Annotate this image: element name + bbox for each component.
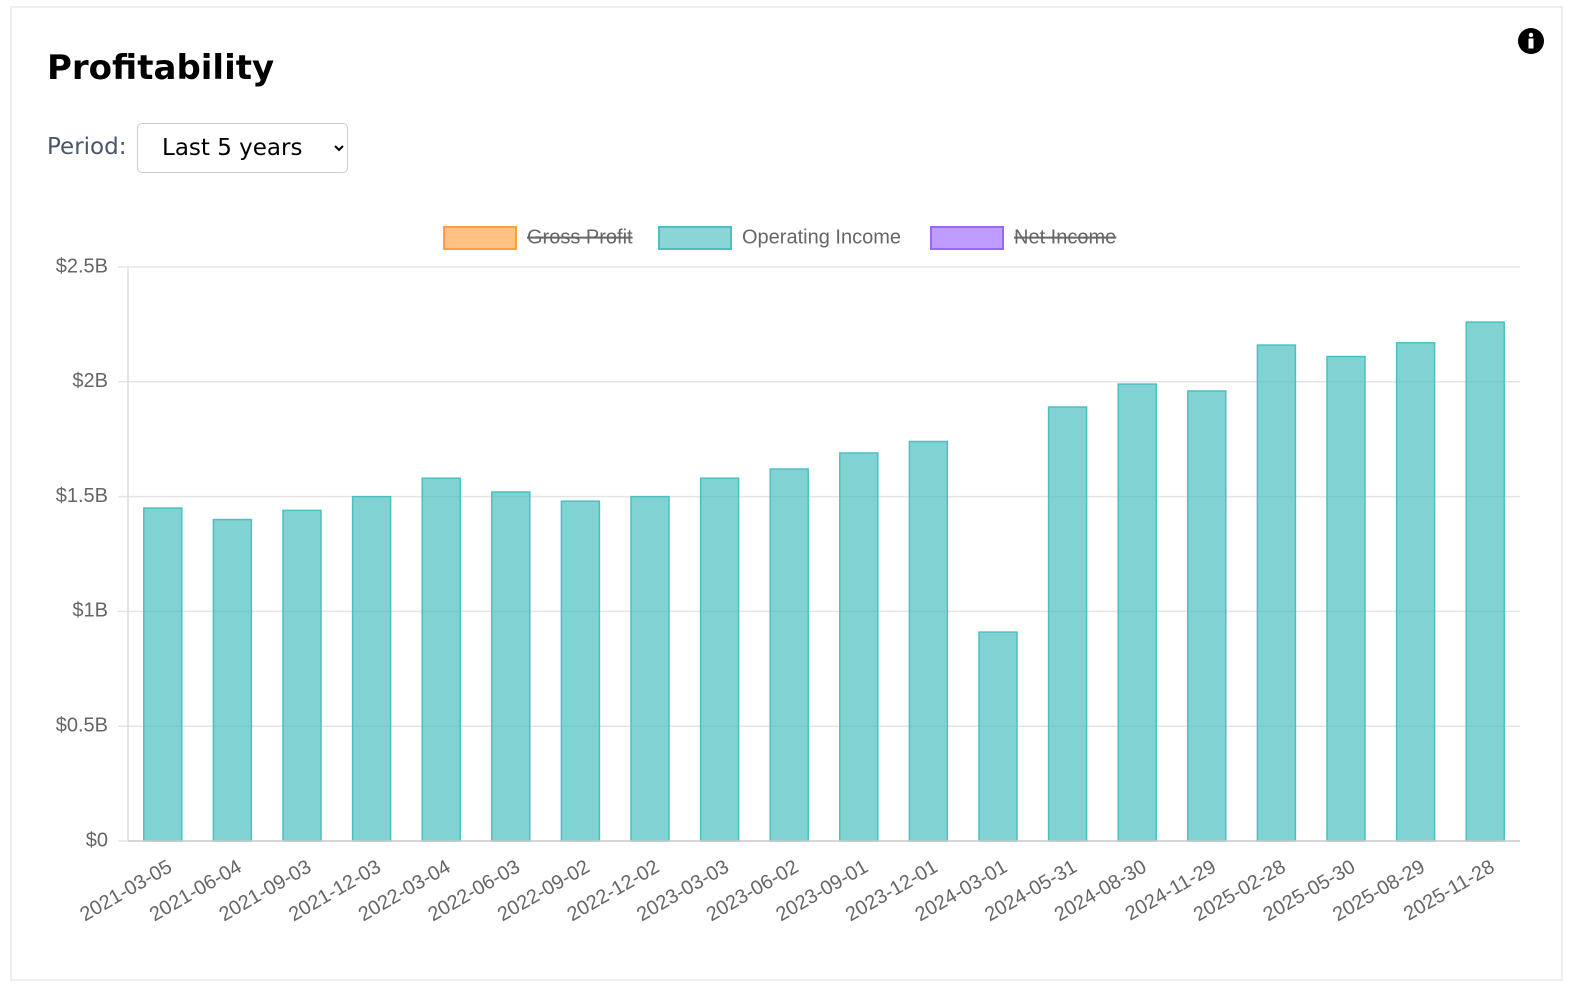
info-icon[interactable] <box>1517 27 1545 55</box>
card <box>10 6 1563 981</box>
period-select[interactable]: Last 5 years <box>137 123 348 173</box>
period-label: Period: <box>47 134 127 160</box>
page-title: Profitability <box>47 48 275 88</box>
